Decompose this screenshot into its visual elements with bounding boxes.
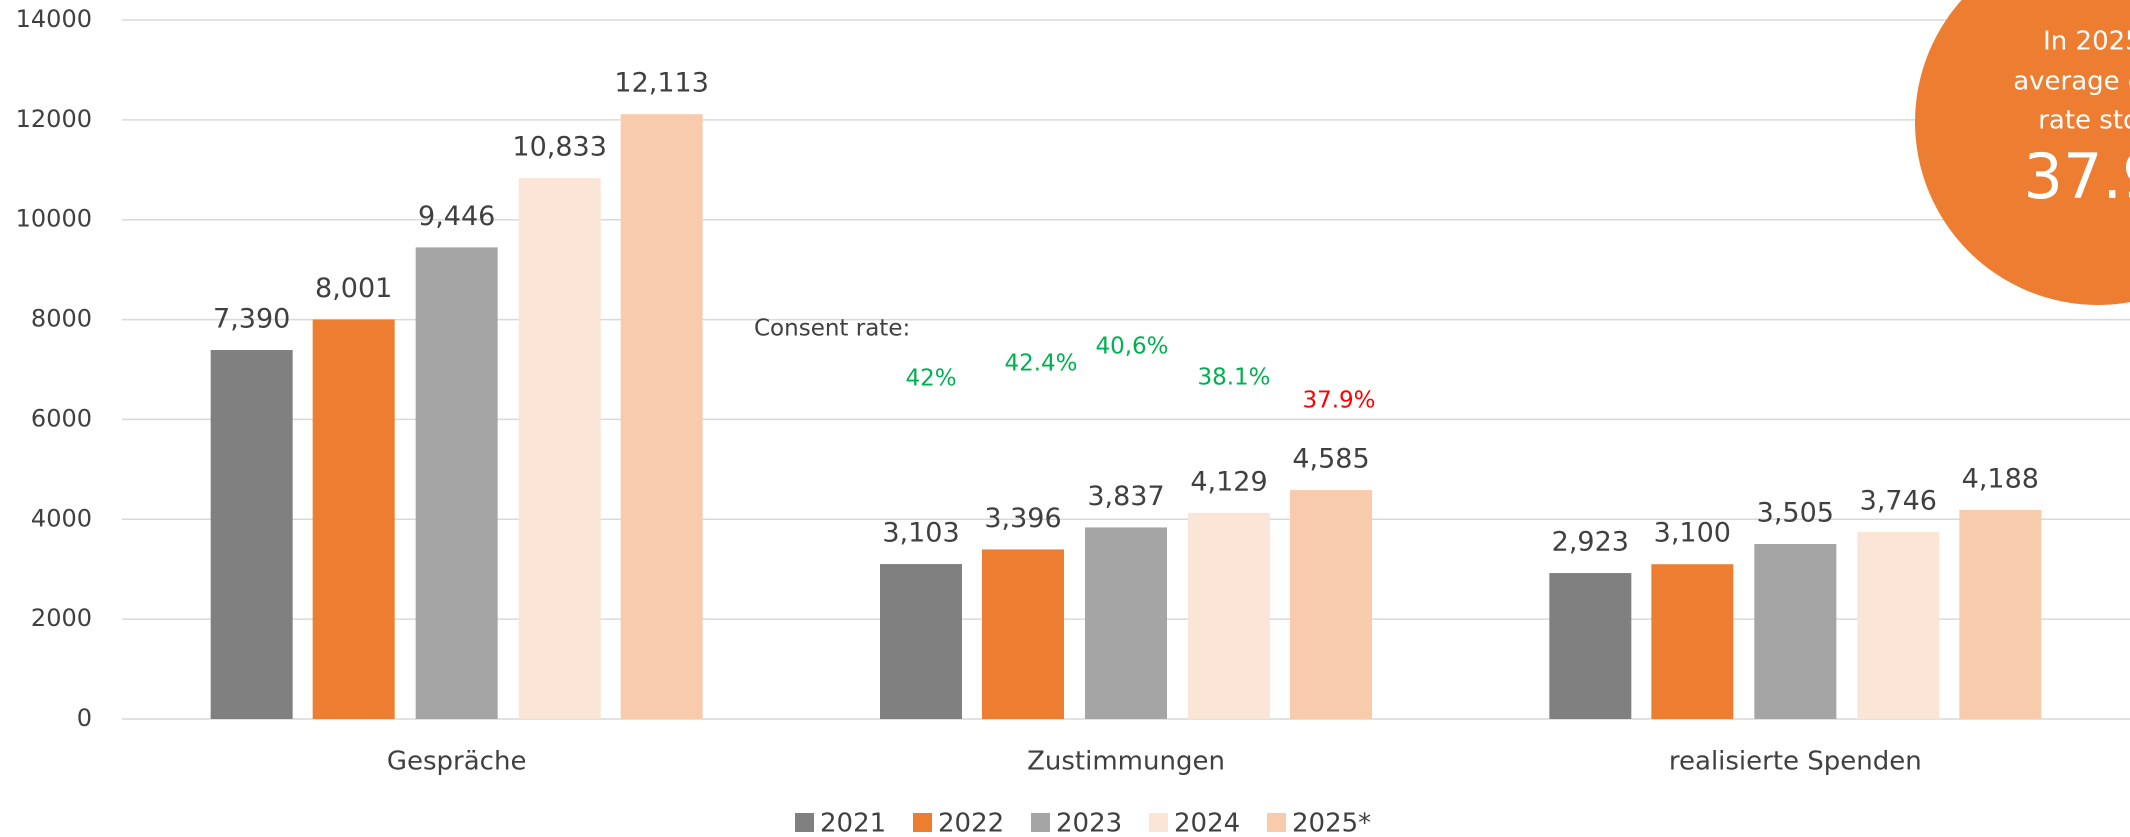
legend-label: 2021 [820,809,886,837]
value-label: 4,585 [1292,444,1369,475]
value-label: 3,103 [882,518,959,549]
bar [312,319,395,719]
legend-swatch [1031,813,1050,832]
bar [880,564,962,719]
x-tick-label: Gespräche [387,747,527,777]
bar [1857,531,1940,719]
value-label: 3,396 [984,503,1061,534]
callout-circle [1915,0,2130,305]
annotation: 42.4% [1004,351,1077,377]
annotation: 38.1% [1197,365,1270,391]
y-tick-label: 6000 [31,404,92,432]
bar [620,114,703,720]
value-label: 3,746 [1860,485,1937,516]
annotation: 40,6% [1095,334,1168,360]
x-tick-label: realisierte Spenden [1669,747,1922,777]
value-label: 8,001 [315,273,392,304]
y-tick-label: 4000 [31,504,92,532]
legend-swatch [1267,813,1286,832]
value-label: 3,505 [1757,498,1834,529]
y-tick-label: 10000 [16,205,92,233]
callout-text: rate stood at [2038,106,2130,136]
value-label: 10,833 [512,132,606,163]
legend-swatch [913,813,932,832]
value-label: 2,923 [1552,527,1629,558]
y-tick-label: 0 [77,704,92,732]
bar [1959,509,2042,719]
bar [1754,544,1837,719]
x-tick-label: Zustimmungen [1027,747,1225,777]
value-label: 4,188 [1962,463,2039,494]
callout-text: average consent [2013,67,2130,97]
bar [982,549,1064,719]
legend-label: 2024 [1174,809,1240,837]
bar [1651,564,1734,719]
annotation: 37.9% [1302,388,1375,414]
callout-highlight: 37.9% [2024,140,2130,213]
bar [415,247,498,720]
annotation: 42% [905,366,956,392]
y-tick-label: 14000 [16,5,92,33]
legend-label: 2022 [938,809,1004,837]
legend-label: 2025* [1292,809,1371,837]
value-label: 9,446 [418,201,495,232]
bar [1085,527,1167,719]
bar [210,350,293,719]
y-tick-label: 12000 [16,105,92,133]
legend-swatch [1149,813,1168,832]
bar [1188,512,1270,719]
value-label: 7,390 [213,304,290,335]
bar [1549,573,1632,719]
value-label: 3,837 [1087,481,1164,512]
callout-text: In 2025, the [2043,27,2130,57]
bar [518,178,601,719]
value-label: 4,129 [1190,466,1267,497]
legend-swatch [795,813,814,832]
legend-label: 2023 [1056,809,1122,837]
y-tick-label: 2000 [31,604,92,632]
value-label: 12,113 [614,68,708,99]
annotation: Consent rate: [754,316,910,342]
y-tick-label: 8000 [31,305,92,333]
bar [1290,490,1372,719]
value-label: 3,100 [1654,518,1731,549]
